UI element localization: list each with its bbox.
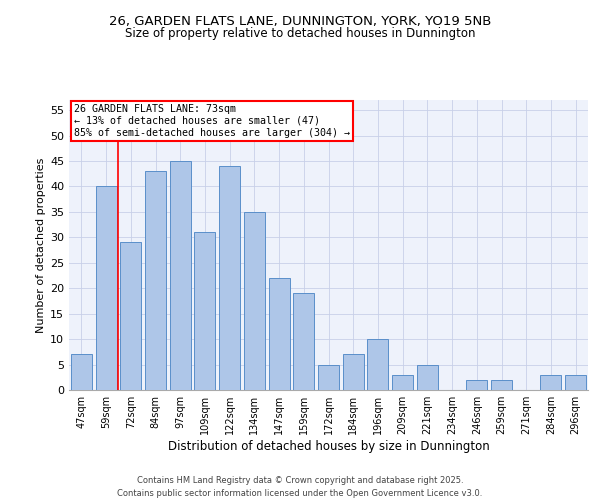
Bar [170,161,191,390]
Bar [466,380,487,390]
Text: 26, GARDEN FLATS LANE, DUNNINGTON, YORK, YO19 5NB: 26, GARDEN FLATS LANE, DUNNINGTON, YORK,… [109,15,491,28]
Bar [392,374,413,390]
Bar [269,278,290,390]
Bar [71,354,92,390]
Text: 26 GARDEN FLATS LANE: 73sqm
← 13% of detached houses are smaller (47)
85% of sem: 26 GARDEN FLATS LANE: 73sqm ← 13% of det… [74,104,350,138]
Bar [219,166,240,390]
Bar [491,380,512,390]
Bar [565,374,586,390]
Bar [194,232,215,390]
Y-axis label: Number of detached properties: Number of detached properties [36,158,46,332]
Bar [95,186,116,390]
Bar [417,364,438,390]
Bar [293,294,314,390]
Bar [244,212,265,390]
Bar [541,374,562,390]
X-axis label: Distribution of detached houses by size in Dunnington: Distribution of detached houses by size … [167,440,490,453]
Text: Size of property relative to detached houses in Dunnington: Size of property relative to detached ho… [125,28,475,40]
Bar [120,242,141,390]
Bar [145,171,166,390]
Bar [343,354,364,390]
Bar [367,339,388,390]
Text: Contains HM Land Registry data © Crown copyright and database right 2025.
Contai: Contains HM Land Registry data © Crown c… [118,476,482,498]
Bar [318,364,339,390]
